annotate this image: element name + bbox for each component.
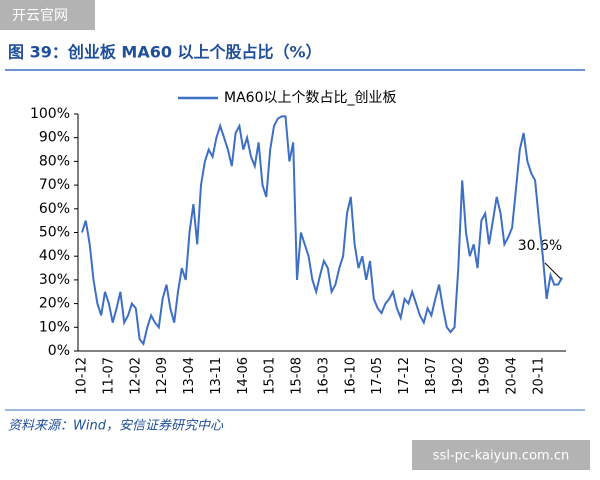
x-tick-label: 20-04 [505, 357, 520, 395]
x-tick-label: 20-11 [531, 357, 546, 395]
x-tick-label: 13-11 [209, 357, 224, 395]
x-tick-label: 12-09 [155, 357, 170, 395]
watermark-box [0, 0, 95, 30]
line [81, 115, 563, 347]
x-tick-label: 13-04 [182, 357, 197, 395]
watermark-box [412, 440, 590, 470]
y-tick-label: 30% [39, 272, 70, 288]
y-tick-label: 20% [39, 296, 70, 312]
y-tick-label: 0% [48, 343, 70, 359]
x-tick-label: 17-12 [397, 357, 412, 395]
x-tick-label: 19-02 [451, 357, 466, 395]
annotation: 30.6% [518, 238, 562, 254]
legend-label: MA60以上个数占比_创业板 [224, 90, 396, 106]
y-tick-label: 70% [39, 177, 70, 193]
x-tick-label: 17-05 [370, 357, 385, 395]
y-tick-label: 10% [39, 319, 70, 335]
chart-title: 图 39：创业板 MA60 以上个股占比（%） [8, 43, 322, 62]
y-tick-label: 80% [39, 153, 70, 169]
x-tick-label: 11-07 [101, 357, 116, 395]
x-tick-label: 18-07 [424, 357, 439, 395]
y-tick-label: 100% [30, 106, 70, 122]
watermark: ssl-pc-kaiyun.com.cn [433, 449, 569, 464]
x-tick-label: 15-01 [263, 357, 278, 395]
x-tick-label: 16-03 [316, 357, 331, 395]
x-tick-label: 14-06 [236, 357, 251, 395]
x-tick-label: 16-10 [343, 357, 358, 395]
y-tick-label: 90% [39, 130, 70, 146]
x-tick-label: 19-09 [478, 357, 493, 395]
source: 资料来源：Wind，安信证券研究中心 [8, 418, 224, 434]
y-tick-label: 50% [39, 225, 70, 241]
x-tick-label: 10-12 [75, 357, 90, 395]
x-tick-label: 12-02 [128, 357, 143, 395]
y-tick-label: 60% [39, 201, 70, 217]
annotation-pointer [544, 262, 563, 281]
x-tick-label: 15-08 [290, 357, 305, 395]
watermark: 开云官网 [12, 8, 68, 24]
y-tick-label: 40% [39, 248, 70, 264]
